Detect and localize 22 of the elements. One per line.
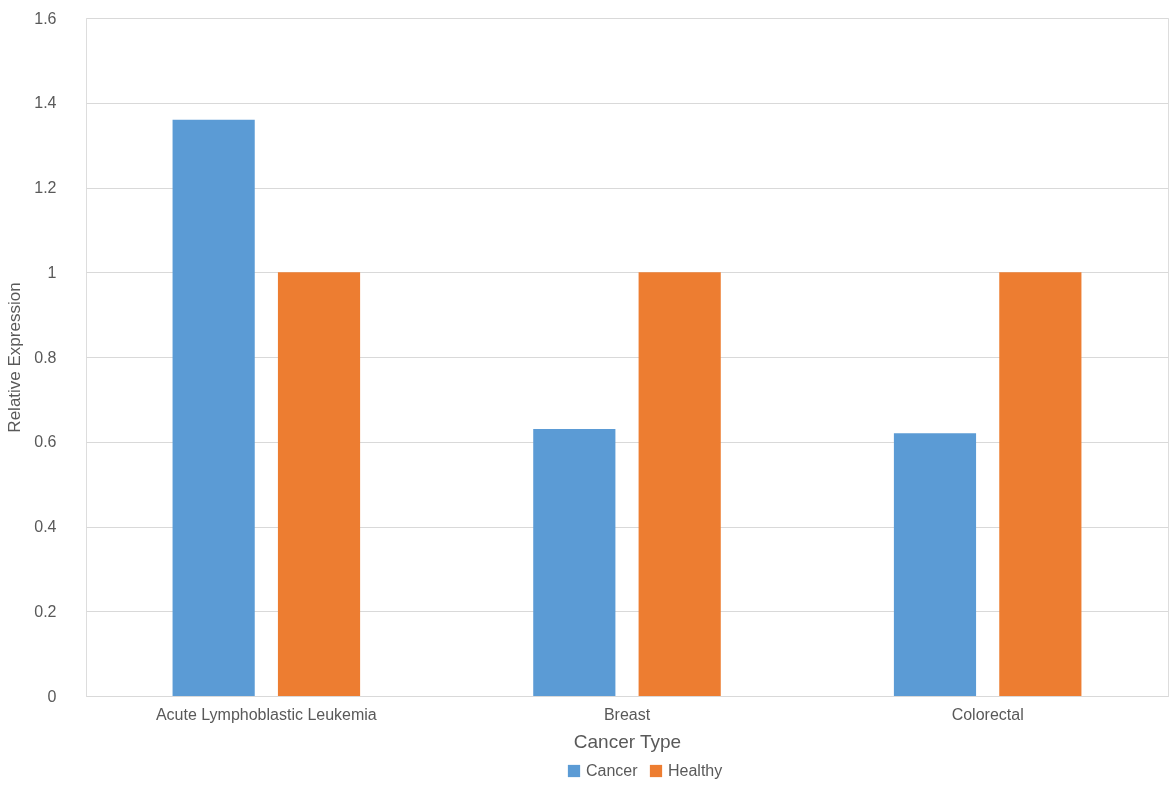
- x-tick-label: Breast: [603, 705, 651, 723]
- x-axis-title: Cancer Type: [573, 730, 682, 752]
- y-axis-title: Relative Expression: [5, 282, 25, 433]
- y-tick-label: 0.8: [34, 348, 57, 366]
- y-tick-label: 0.4: [34, 518, 57, 535]
- x-tick-label: Acute Lymphoblastic Leukemia: [155, 705, 377, 723]
- y-tick-label: 0.6: [34, 433, 57, 451]
- bar: [893, 433, 977, 696]
- bar: [277, 272, 361, 696]
- y-tick-label: 0: [47, 687, 57, 705]
- y-tick-label: 1.6: [34, 9, 57, 27]
- y-tick-label: 0.2: [34, 602, 57, 620]
- y-tick-label: 1.4: [34, 94, 57, 112]
- legend-label: Cancer: [586, 762, 639, 779]
- y-tick-label: 1.2: [34, 179, 57, 196]
- y-tick-label: 1: [47, 263, 57, 281]
- x-tick-label: Colorectal: [951, 705, 1024, 723]
- bar: [999, 272, 1082, 696]
- bar: [172, 119, 255, 696]
- bar: [638, 272, 721, 696]
- bar: [533, 429, 616, 696]
- legend-label: Healthy: [668, 762, 723, 779]
